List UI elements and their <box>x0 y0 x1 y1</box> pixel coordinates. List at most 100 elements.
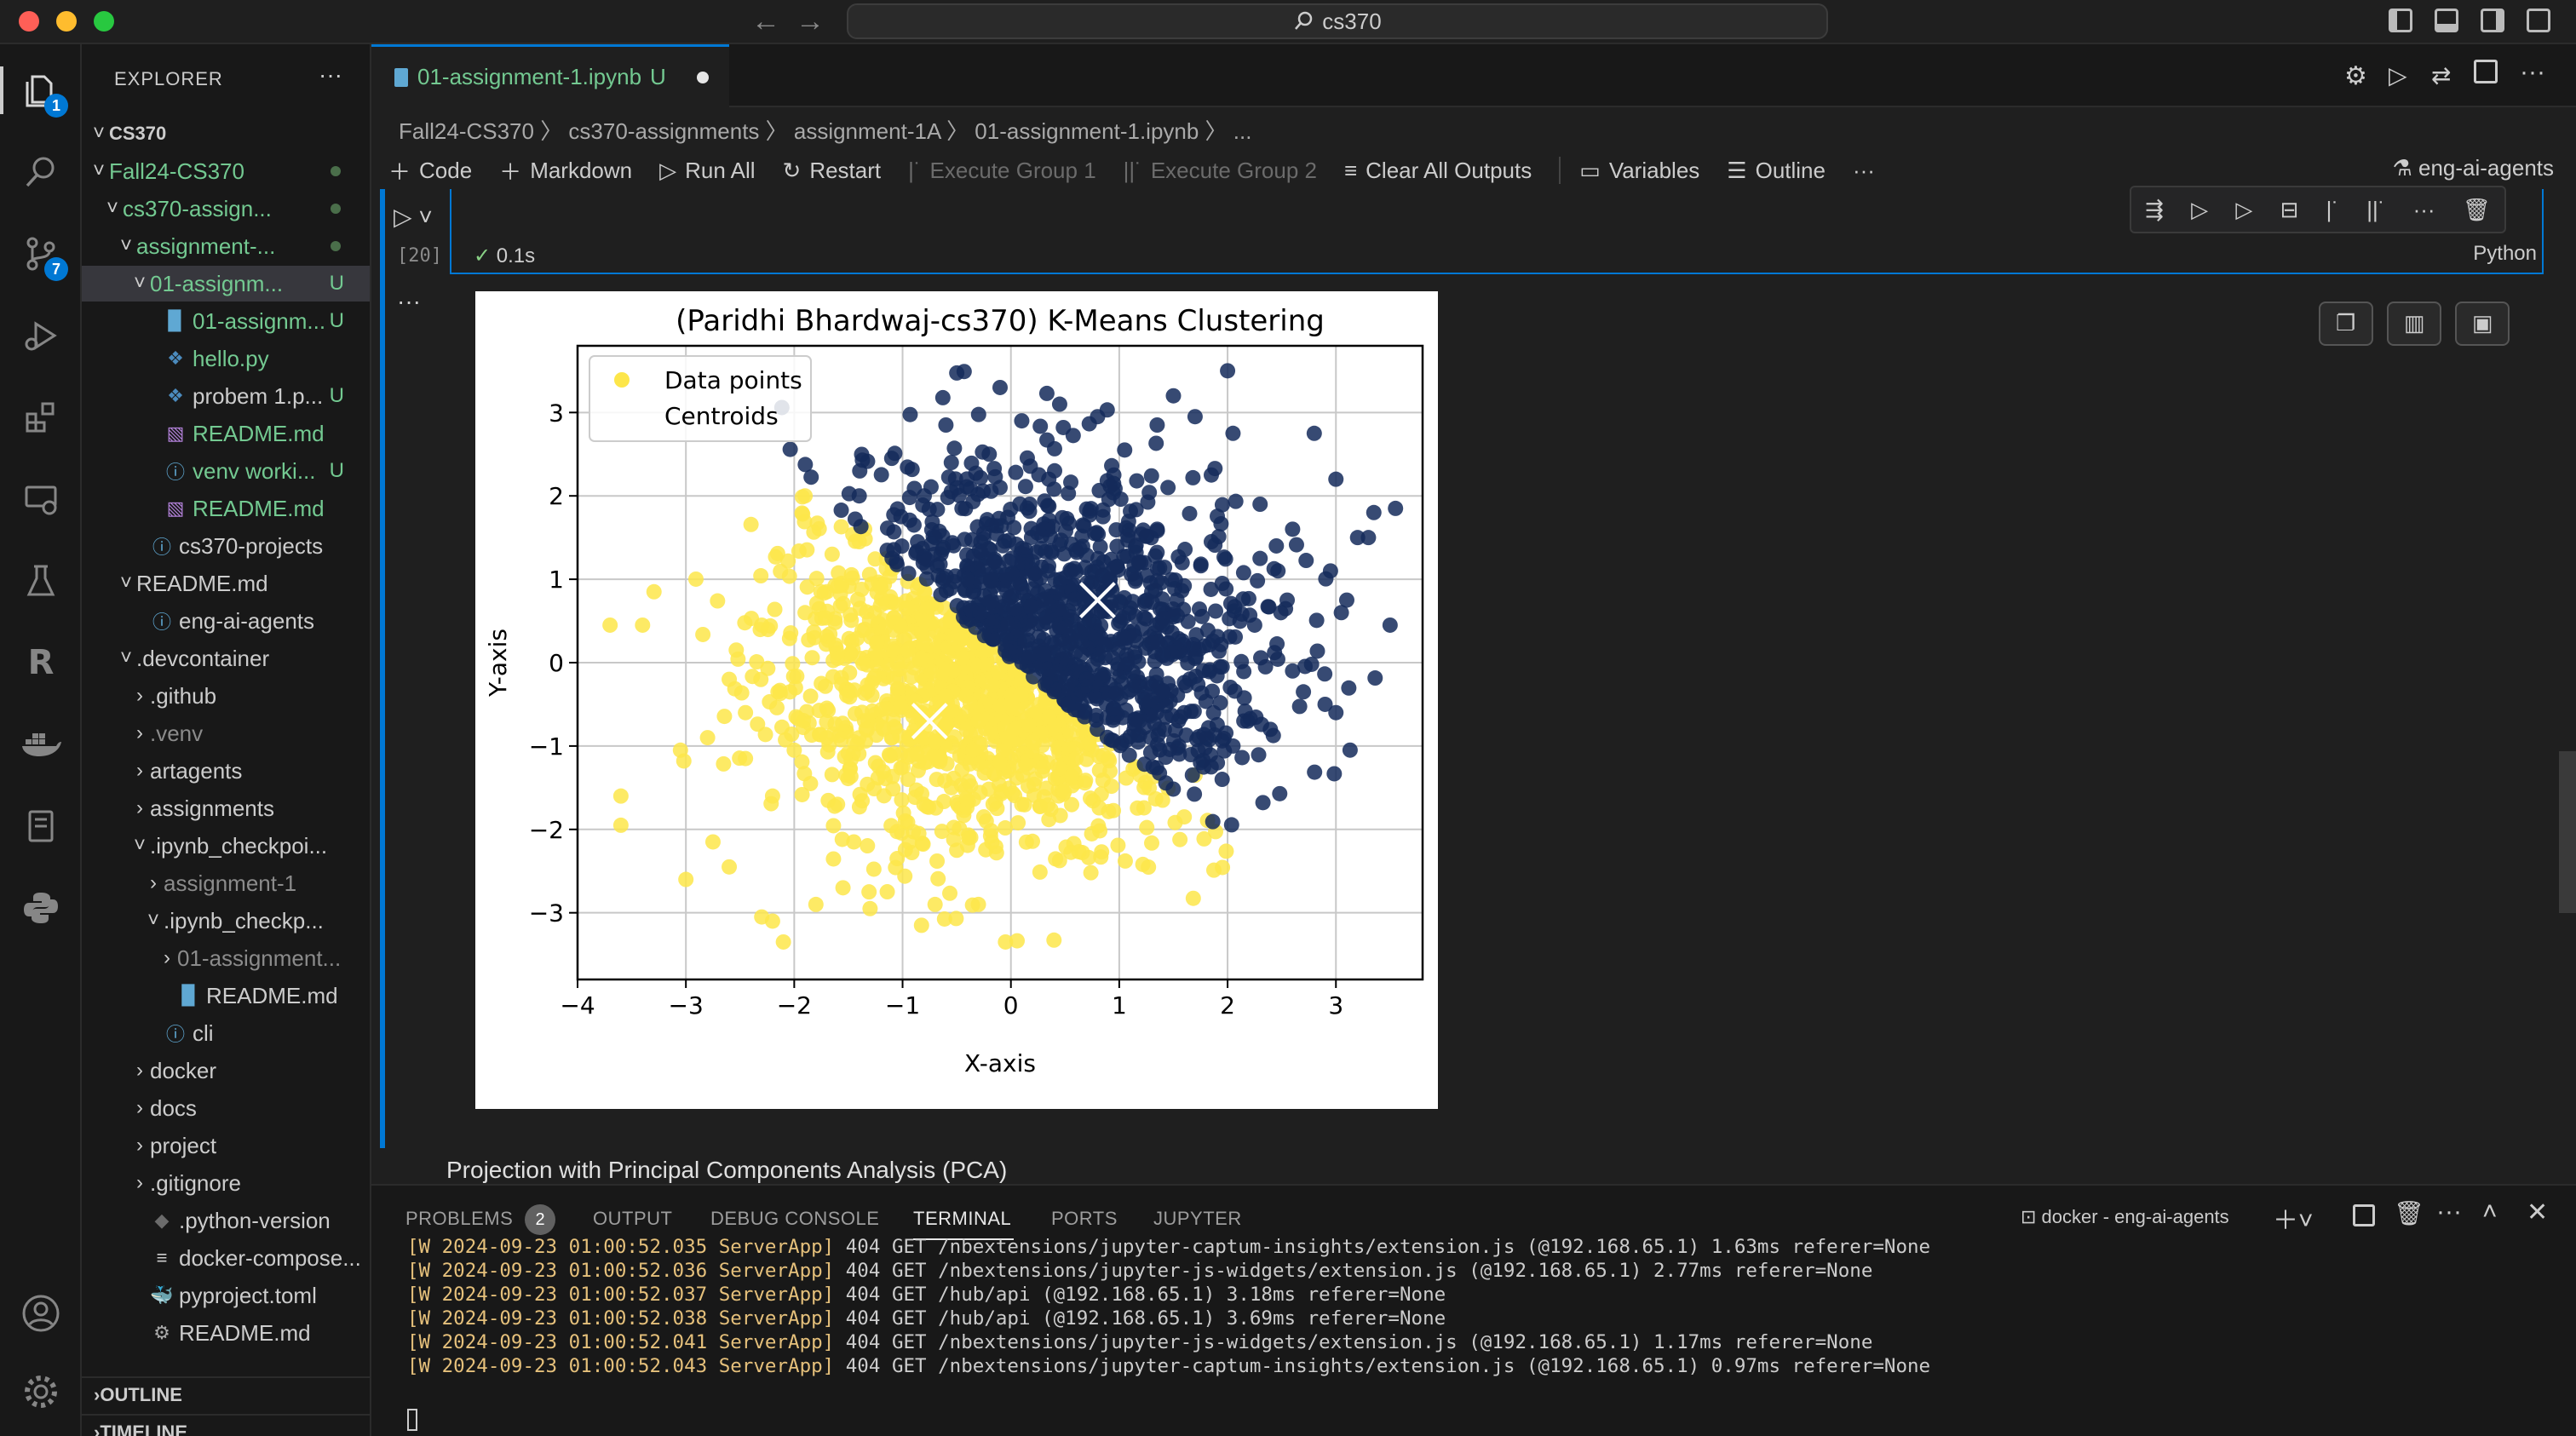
search-icon[interactable] <box>17 148 65 196</box>
folder-item[interactable]: › .gitignore <box>82 1165 370 1201</box>
notebook-icon[interactable] <box>17 802 65 850</box>
delete-cell-icon[interactable]: 🗑 <box>2462 196 2491 222</box>
file-item[interactable]: ⓘ venv worki... U <box>82 453 370 489</box>
run-icon[interactable]: ▷ <box>2389 62 2407 89</box>
copy-output-button[interactable]: ❐ <box>2319 302 2373 346</box>
run-cell-button[interactable]: ▷ ˅ <box>394 204 433 230</box>
folder-item[interactable]: › .github <box>82 678 370 714</box>
run-debug-icon[interactable] <box>17 312 65 359</box>
breadcrumb[interactable]: Fall24-CS370 〉 cs370-assignments 〉 assig… <box>399 118 1252 144</box>
more-icon[interactable]: ··· <box>2520 58 2545 86</box>
r-icon[interactable]: R <box>27 643 55 682</box>
folder-item[interactable]: ˅ .ipynb_checkpoi... <box>82 828 370 864</box>
workspace-root[interactable]: ˅ CS370 <box>82 116 370 152</box>
docker-icon[interactable] <box>17 721 65 768</box>
file-item[interactable]: ▧ README.md <box>82 491 370 526</box>
more-icon[interactable]: ··· <box>2412 196 2435 222</box>
plot-viewer-button[interactable]: ▥ <box>2387 302 2441 346</box>
maximize-window-button[interactable] <box>94 11 114 32</box>
run-by-line-icon[interactable]: ⇶ <box>2145 196 2164 222</box>
folder-item[interactable]: ˅ cs370-assign... <box>82 191 370 227</box>
more-icon[interactable]: ··· <box>2436 1198 2462 1226</box>
testing-icon[interactable] <box>17 557 65 605</box>
more-actions-icon[interactable]: ··· <box>319 61 342 88</box>
file-item[interactable]: 🐳 pyproject.toml <box>82 1278 370 1313</box>
execute-group-2-icon[interactable]: ||˙ <box>2366 196 2386 222</box>
save-output-button[interactable]: ▣ <box>2455 302 2510 346</box>
minimize-window-button[interactable] <box>56 11 77 32</box>
folder-item[interactable]: › .venv <box>82 715 370 751</box>
split-cell-icon[interactable]: ⊟ <box>2280 196 2299 222</box>
tab-terminal[interactable]: TERMINAL <box>913 1208 1012 1229</box>
file-item[interactable]: ⚙ README.md <box>82 1315 370 1351</box>
file-item[interactable]: ▧ README.md <box>82 416 370 451</box>
folder-item[interactable]: ˅ .devcontainer <box>82 640 370 676</box>
customize-layout-icon[interactable] <box>2527 9 2550 32</box>
code-cell[interactable] <box>450 189 2544 274</box>
output-more-icon[interactable]: ··· <box>397 288 421 314</box>
run-all-button[interactable]: ▷ Run All <box>659 158 755 184</box>
variables-button[interactable]: ▭ Variables <box>1579 158 1699 184</box>
folder-item[interactable]: › assignment-1 <box>82 865 370 901</box>
toggle-sidebar-icon[interactable] <box>2389 9 2412 32</box>
add-code-button[interactable]: ＋ Code <box>388 155 472 187</box>
file-item[interactable]: ▉ 01-assignm... U <box>82 303 370 339</box>
outline-button[interactable]: ☰ Outline <box>1727 158 1826 184</box>
outline-section[interactable]: › OUTLINE <box>82 1376 370 1412</box>
tab-debug-console[interactable]: DEBUG CONSOLE <box>710 1208 880 1229</box>
trash-icon[interactable]: 🗑 <box>2394 1200 2424 1226</box>
toolbar-more-button[interactable]: ··· <box>1853 158 1875 184</box>
file-item[interactable]: ⓘ eng-ai-agents <box>82 603 370 639</box>
python-icon[interactable] <box>17 884 65 932</box>
folder-item[interactable]: › project <box>82 1128 370 1163</box>
run-above-icon[interactable]: ▷ <box>2191 196 2209 222</box>
file-item[interactable]: ◆ .python-version <box>82 1203 370 1238</box>
folder-item[interactable]: › 01-assignment... <box>82 940 370 976</box>
remote-explorer-icon[interactable] <box>17 475 65 523</box>
editor-scrollbar[interactable] <box>2559 751 2576 913</box>
markdown-cell-text[interactable]: Projection with Principal Components Ana… <box>446 1157 1008 1183</box>
file-item[interactable]: ≡ docker-compose... <box>82 1240 370 1276</box>
folder-item[interactable]: › assignments <box>82 790 370 826</box>
toggle-secondary-sidebar-icon[interactable] <box>2481 9 2504 32</box>
close-window-button[interactable] <box>19 11 39 32</box>
terminal-selector[interactable]: ⊡ docker - eng-ai-agents <box>2021 1206 2229 1228</box>
back-arrow-icon[interactable]: ← <box>751 5 780 37</box>
extensions-icon[interactable] <box>17 393 65 441</box>
folder-item[interactable]: ˅ Fall24-CS370 <box>82 153 370 189</box>
timeline-section[interactable]: › TIMELINE <box>82 1414 370 1436</box>
folder-item[interactable]: ˅ .ipynb_checkp... <box>82 903 370 939</box>
explorer-icon[interactable]: 1 <box>17 66 68 118</box>
maximize-panel-icon[interactable]: ˄ <box>2482 1198 2498 1226</box>
file-item[interactable]: ⓘ cs370-projects <box>82 528 370 564</box>
tab-notebook[interactable]: 01-assignment-1.ipynb U <box>371 44 729 107</box>
new-terminal-icon[interactable]: ＋˅ <box>2273 1207 2314 1235</box>
tab-ports[interactable]: PORTS <box>1051 1208 1118 1229</box>
clear-outputs-button[interactable]: ≡ Clear All Outputs <box>1344 158 1532 184</box>
run-below-icon[interactable]: ▷ <box>2235 196 2253 222</box>
add-markdown-button[interactable]: ＋ Markdown <box>499 155 632 187</box>
execute-group-icon[interactable]: |˙ <box>2326 196 2339 222</box>
execute-group-1-button[interactable]: |˙ Execute Group 1 <box>908 158 1096 184</box>
tab-jupyter[interactable]: JUPYTER <box>1153 1208 1242 1229</box>
compare-icon[interactable]: ⇄ <box>2431 62 2452 89</box>
file-item[interactable]: ❖ probem 1.p... U <box>82 378 370 414</box>
folder-item[interactable]: ˅ README.md <box>82 566 370 601</box>
folder-item[interactable]: ˅ 01-assignm... U <box>82 266 370 302</box>
split-editor-icon[interactable] <box>2474 60 2498 83</box>
command-center-search[interactable]: cs370 <box>847 3 1828 39</box>
restart-button[interactable]: ↻ Restart <box>783 158 882 184</box>
tab-output[interactable]: OUTPUT <box>593 1208 673 1229</box>
folder-item[interactable]: › docs <box>82 1090 370 1126</box>
execute-group-2-button[interactable]: ||˙ Execute Group 2 <box>1124 158 1317 184</box>
file-item[interactable]: ▉ README.md <box>82 978 370 1014</box>
file-item[interactable]: ❖ hello.py <box>82 341 370 376</box>
folder-item[interactable]: › docker <box>82 1053 370 1088</box>
settings-gear-icon[interactable] <box>17 1368 65 1416</box>
close-panel-icon[interactable]: ✕ <box>2527 1198 2549 1226</box>
kernel-picker[interactable]: ⚗ eng-ai-agents <box>2392 155 2554 181</box>
folder-item[interactable]: ˅ assignment-... <box>82 228 370 264</box>
account-icon[interactable] <box>17 1290 65 1337</box>
tab-problems[interactable]: PROBLEMS <box>405 1208 514 1229</box>
cell-language[interactable]: Python <box>2473 242 2537 265</box>
